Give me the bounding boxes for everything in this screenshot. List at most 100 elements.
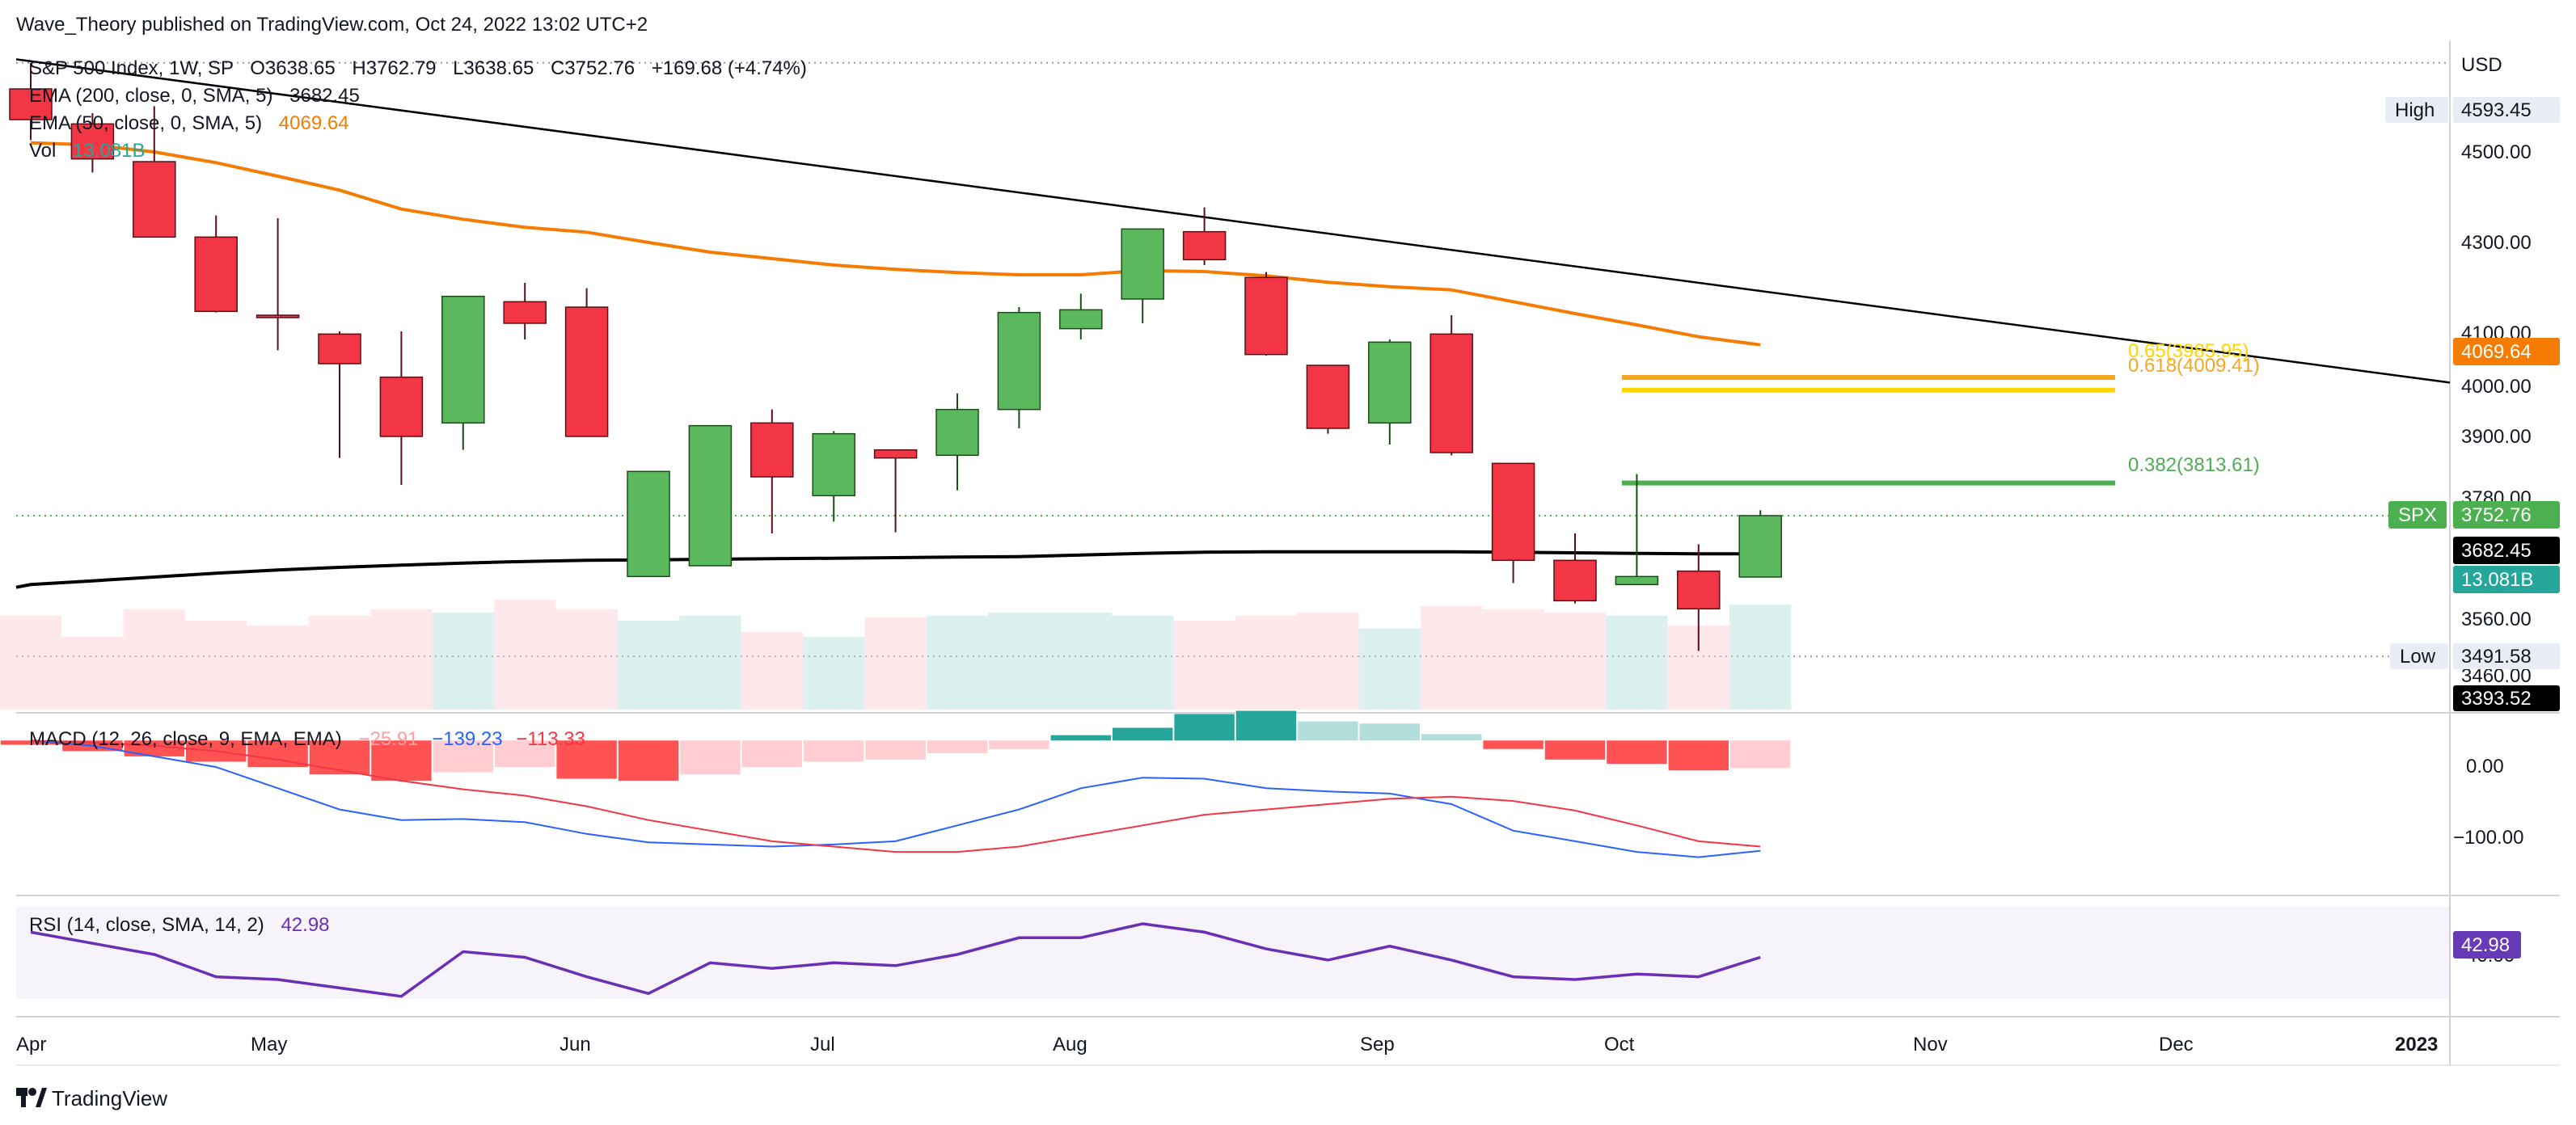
ema50-line (30, 141, 1761, 347)
time-label-jul: Jul (810, 1034, 835, 1055)
macd-line (30, 739, 1761, 858)
ema50-badge (2453, 338, 2560, 365)
rsi-badge-value: 42.98 (2461, 934, 2510, 956)
ema50-value: 4069.64 (279, 112, 349, 134)
legend-ema50[interactable]: EMA (50, close, 0, SMA, 5) 4069.64 (29, 112, 349, 134)
macd-histogram-bar (1235, 710, 1297, 741)
volume-bar (1112, 616, 1174, 710)
candle-body (750, 422, 794, 478)
candle-down (1553, 533, 1597, 604)
ema200-label: EMA (200, close, 0, SMA, 5) (29, 85, 272, 107)
volume-bar (247, 626, 309, 710)
moving-averages (15, 141, 1761, 589)
candle-up (688, 424, 733, 567)
macd-histogram-bar (1668, 740, 1729, 770)
candle-up (935, 393, 979, 491)
low-value: 3491.58 (2461, 646, 2532, 668)
candle-down (1491, 462, 1535, 584)
volume-bar (741, 632, 803, 710)
macd-histogram-bar (433, 740, 493, 773)
candle-body (1429, 333, 1473, 453)
fib-label-0382: 0.382(3813.61) (2128, 454, 2260, 476)
macd-tick-zero: 0.00 (2466, 756, 2504, 777)
candle-up (812, 431, 855, 522)
time-label-jun: Jun (560, 1034, 591, 1055)
candle-down (70, 113, 115, 173)
fib-label-0650: 0.65(3985.95) (2128, 340, 2249, 362)
time-label-aug: Aug (1053, 1034, 1087, 1055)
time-label-may: May (251, 1034, 287, 1055)
volume-bar (555, 609, 618, 710)
macd-histogram-bar (1483, 740, 1543, 749)
macd-signal-value: −113.33 (516, 728, 585, 750)
publish-header: Wave_Theory published on TradingView.com… (16, 14, 648, 36)
candle-down (379, 331, 424, 485)
time-axis[interactable]: Apr May Jun Jul Aug Sep Oct Nov Dec 2023 (16, 1034, 2438, 1055)
candle-down (1429, 315, 1473, 456)
volume-bar (988, 613, 1050, 710)
volume-bar (1358, 629, 1421, 710)
volume-bar (1606, 616, 1668, 710)
legend-volume[interactable]: Vol 13.081B (29, 140, 145, 162)
volume-bar (308, 616, 371, 710)
main-legend: S&P 500 Index, 1W, SP O3638.65 H3762.79 … (29, 57, 807, 162)
price-tick-3560: 3560.00 (2461, 609, 2532, 630)
high-value-badge (2453, 97, 2560, 123)
volume-bar (803, 637, 865, 710)
volume-bar (926, 616, 989, 710)
candle-body (503, 301, 547, 324)
vol-value: 13.081B (73, 140, 145, 162)
legend-ema200[interactable]: EMA (200, close, 0, SMA, 5) 3682.45 (29, 85, 360, 107)
candle-down (133, 106, 176, 238)
macd-histogram-bar (927, 740, 988, 753)
rsi-legend[interactable]: RSI (14, close, SMA, 14, 2) 42.98 (29, 914, 330, 936)
rsi-pane (30, 922, 1761, 998)
candle-body (1182, 230, 1227, 261)
macd-histogram-bar (0, 740, 61, 745)
macd-histogram-bar (1050, 735, 1111, 741)
volume-bar (617, 621, 680, 710)
macd-histogram-bar (865, 740, 926, 760)
volume-badge (2453, 566, 2560, 593)
candle-body (1553, 559, 1597, 602)
macd-histogram-bar (1421, 734, 1482, 741)
trendline-layer (15, 58, 2451, 384)
volume-badge-value: 13.081B (2461, 569, 2533, 591)
macd-histogram-bar (1113, 727, 1173, 741)
legend-open-label: O (250, 57, 265, 79)
high-tag (2385, 97, 2448, 123)
candle-body (873, 449, 918, 459)
currency-label: USD (2461, 54, 2502, 76)
macd-histogram-bar (680, 740, 741, 775)
candle-body (1677, 570, 1721, 610)
time-label-oct: Oct (1604, 1034, 1635, 1055)
macd-line-value: −139.23 (432, 728, 502, 750)
descending-trendline (15, 58, 2451, 384)
macd-histogram-bar (989, 740, 1049, 749)
scale-bottom-value: 3393.52 (2461, 688, 2532, 710)
scale-bottom-badge (2453, 685, 2560, 711)
volume-bar (864, 617, 927, 710)
candle-body (1059, 309, 1103, 330)
macd-label: MACD (12, 26, close, 9, EMA, EMA) (29, 728, 342, 750)
price-axis[interactable]: USD 4500.00 4300.00 4100.00 4000.00 3900… (2385, 54, 2560, 711)
spx-price-value: 3752.76 (2461, 504, 2532, 526)
tradingview-logo[interactable]: TradingView (16, 1086, 167, 1110)
candle-body (688, 424, 733, 567)
candle-up (441, 295, 485, 450)
candle-down (1182, 207, 1227, 265)
candle-body (1368, 341, 1412, 424)
spx-tag-label: SPX (2398, 504, 2437, 526)
candle-body (133, 161, 176, 238)
volume-bar (679, 616, 741, 710)
high-tag-label: High (2395, 99, 2435, 121)
macd-legend[interactable]: MACD (12, 26, close, 9, EMA, EMA) −25.91… (29, 728, 585, 750)
spx-price-badge (2453, 501, 2560, 529)
candle-body (441, 295, 485, 424)
legend-low: 3638.65 (464, 57, 534, 79)
volume-bar (123, 609, 185, 710)
price-tick-4500: 4500.00 (2461, 141, 2532, 163)
macd-histogram-bar (804, 740, 864, 762)
